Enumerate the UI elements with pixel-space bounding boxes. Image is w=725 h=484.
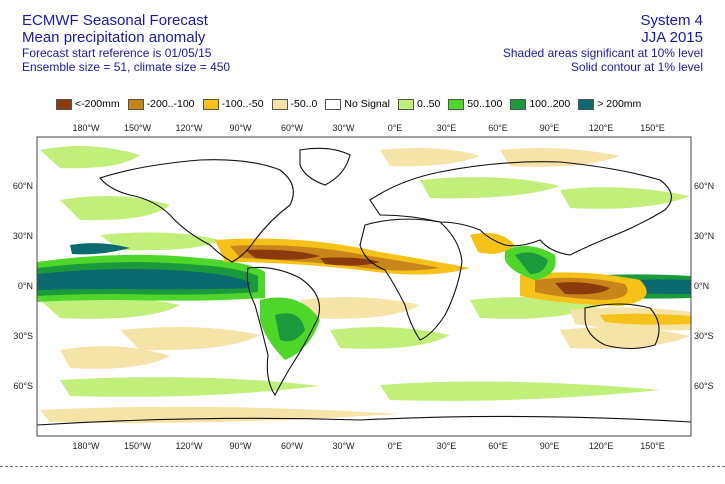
legend-swatch — [271, 98, 288, 110]
lon-labels-bottom: 180°W 150°W 120°W 90°W 60°W 30°W 0°E 30°E 60°E 90… — [72, 441, 664, 451]
legend-swatch — [56, 98, 72, 110]
legend-item: -50..0 — [271, 98, 318, 110]
axis-label: 120°W — [175, 123, 203, 133]
legend-item: 100..200 — [510, 98, 570, 110]
axis-label: 150°W — [124, 441, 152, 451]
legend-label: -100..-50 — [221, 98, 264, 110]
start-reference: Forecast start reference is 01/05/15 — [22, 46, 212, 60]
legend-swatch — [448, 98, 465, 110]
axis-label: 60°N — [694, 181, 714, 191]
axis-label: 90°W — [229, 441, 252, 451]
axis-label: 90°E — [540, 441, 560, 451]
axis-label: 60°S — [13, 381, 33, 391]
ensemble-size: Ensemble size = 51, climate size = 450 — [22, 60, 231, 74]
legend-label: No Signal — [344, 98, 390, 110]
footer-divider — [0, 466, 725, 467]
legend-label: 50..100 — [467, 98, 503, 110]
season-label: JJA 2015 — [641, 29, 703, 46]
legend-label: <-200mm — [75, 98, 120, 110]
axis-label: 0°E — [388, 441, 403, 451]
legend-label: -200..-100 — [146, 98, 195, 110]
header-left: ECMWF Seasonal Forecast Mean precipitati… — [22, 12, 230, 74]
axis-label: 120°W — [175, 441, 203, 451]
lat-labels-left: 60°N 30°N 0°N 30°S 60°S — [13, 181, 33, 391]
legend-item: <-200mm — [56, 98, 120, 110]
lon-labels-top: 180°W 150°W 120°W 90°W 60°W 30°W 0°E 30°E 60°E 90… — [72, 123, 664, 133]
legend-swatch — [397, 98, 414, 110]
axis-label: 30°S — [694, 331, 714, 341]
legend-item: 50..100 — [448, 98, 502, 110]
legend-item: > 200mm — [578, 98, 641, 110]
axis-label: 150°W — [124, 123, 152, 133]
anomaly-shading — [37, 146, 691, 423]
axis-label: 60°W — [281, 123, 304, 133]
legend-label: 100..200 — [529, 98, 571, 110]
axis-label: 60°N — [13, 181, 33, 191]
legend-item: No Signal — [325, 98, 390, 110]
axis-label: 150°E — [640, 441, 665, 451]
axis-label: 120°E — [589, 123, 614, 133]
coastlines — [37, 147, 691, 426]
map-title: ECMWF Seasonal Forecast — [22, 12, 208, 29]
system-label: System 4 — [640, 12, 703, 29]
axis-label: 90°E — [540, 123, 560, 133]
legend-swatch — [578, 98, 595, 110]
axis-label: 30°W — [332, 441, 355, 451]
legend-swatch — [325, 98, 342, 110]
header-right: System 4 JJA 2015 Shaded areas significa… — [503, 12, 703, 74]
axis-label: 150°E — [640, 123, 665, 133]
legend-swatch — [127, 98, 144, 110]
axis-label: 60°W — [281, 441, 304, 451]
axis-label: 30°E — [437, 123, 457, 133]
shaded-note: Shaded areas significant at 10% level — [502, 46, 703, 60]
axis-label: 90°W — [229, 123, 252, 133]
legend-item: -100..-50 — [202, 98, 264, 110]
lat-labels-right: 60°N 30°N 0°N 30°S 60°S — [694, 181, 714, 391]
axis-label: 120°E — [589, 441, 614, 451]
legend-swatch — [202, 98, 219, 110]
axis-label: 60°E — [488, 123, 508, 133]
axis-label: 180°W — [72, 441, 100, 451]
axis-label: 0°N — [18, 281, 33, 291]
axis-label: 180°W — [72, 123, 100, 133]
legend-item: 0..50 — [397, 98, 441, 110]
legend: <-200mm -200..-100 -100..-50 -50..0 No Signa… — [56, 96, 649, 112]
legend-swatch — [510, 98, 527, 110]
legend-item: -200..-100 — [127, 98, 195, 110]
axis-label: 0°N — [694, 281, 709, 291]
legend-label: 0..50 — [416, 98, 441, 110]
axis-label: 30°N — [13, 231, 33, 241]
legend-label: -50..0 — [290, 98, 318, 110]
axis-label: 60°S — [694, 381, 714, 391]
legend-label: > 200mm — [597, 98, 642, 110]
map-frame — [36, 136, 692, 437]
axis-label: 30°N — [694, 231, 714, 241]
map-subtitle: Mean precipitation anomaly — [22, 29, 206, 46]
axis-label: 30°S — [13, 331, 33, 341]
axis-label: 0°E — [388, 123, 403, 133]
axis-label: 30°W — [332, 123, 355, 133]
axis-label: 60°E — [488, 441, 508, 451]
axis-label: 30°E — [437, 441, 457, 451]
contour-note: Solid contour at 1% level — [570, 60, 703, 74]
